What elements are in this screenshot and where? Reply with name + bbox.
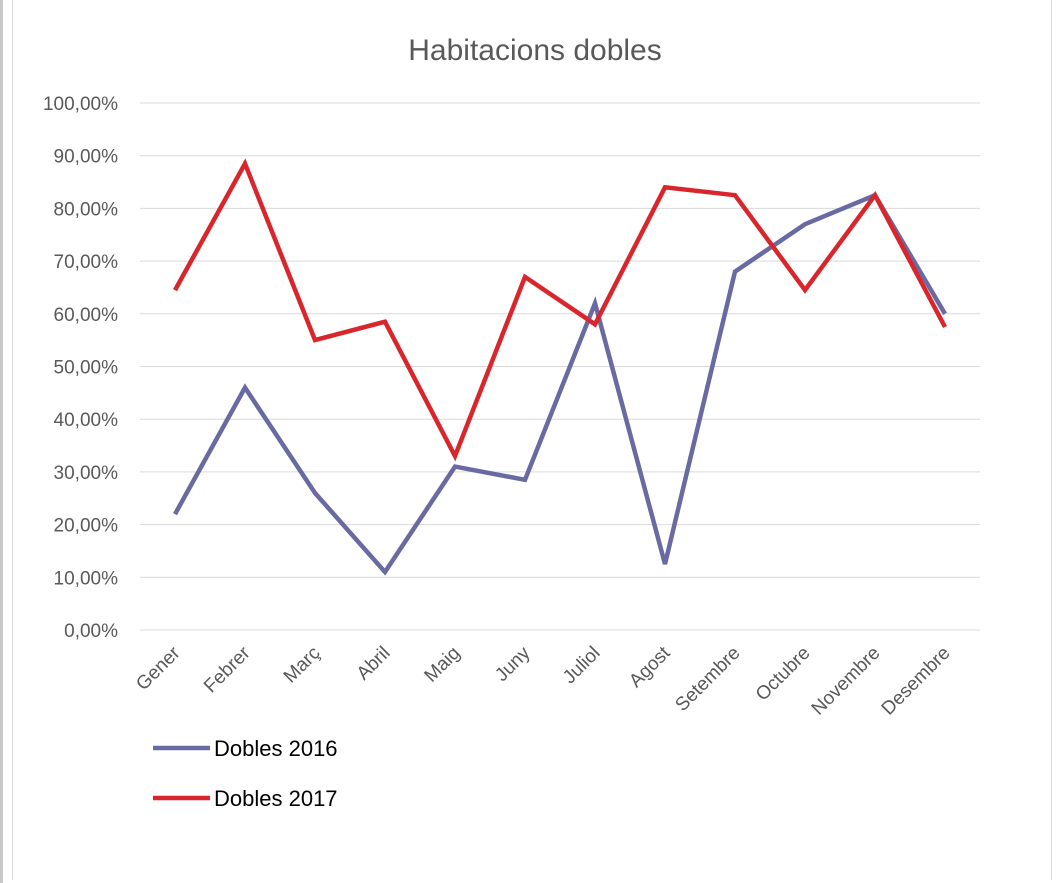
y-tick-label: 60,00% xyxy=(54,305,119,326)
series-lines xyxy=(173,158,947,576)
x-tick-label: Setembre xyxy=(671,643,744,716)
y-tick-label: 80,00% xyxy=(54,199,119,220)
chart-title: Habitacions dobles xyxy=(408,34,662,67)
gridlines xyxy=(140,102,980,631)
y-tick-label: 0,00% xyxy=(64,621,118,642)
legend-label-2: Dobles 2017 xyxy=(214,786,338,811)
y-tick-label: 30,00% xyxy=(54,463,119,484)
x-tick-label: Maig xyxy=(421,643,465,687)
y-tick-label: 100,00% xyxy=(43,94,118,115)
y-tick-label: 10,00% xyxy=(54,568,119,589)
x-tick-label: Juliol xyxy=(559,643,604,688)
y-tick-label: 40,00% xyxy=(54,410,119,431)
x-axis: Gener Febrer Març Abril Maig Juny Juliol AgostS… xyxy=(132,642,954,719)
legend-label-1: Dobles 2016 xyxy=(214,736,338,761)
x-tick-label: Febrer xyxy=(200,642,255,697)
x-tick-label: Octubre xyxy=(752,643,815,706)
x-tick-label: Gener xyxy=(132,642,185,695)
series-line-2 xyxy=(173,158,947,462)
x-tick-label: Novembre xyxy=(808,643,885,720)
y-tick-label: 50,00% xyxy=(54,358,119,379)
x-tick-label: Abril xyxy=(353,643,395,685)
chart-frame xyxy=(12,0,1052,880)
y-tick-label: 90,00% xyxy=(54,147,119,168)
x-tick-label: Desembre xyxy=(878,643,955,720)
y-tick-label: 20,00% xyxy=(54,516,119,537)
series-line-1 xyxy=(173,192,947,576)
y-tick-label: 70,00% xyxy=(54,252,119,273)
y-axis: 0,00% 10,00% 20,00% 30,00% 40,00% 50,00% 60,00… xyxy=(43,94,118,642)
x-tick-label: Març xyxy=(280,643,325,688)
window-edge xyxy=(0,0,3,883)
x-tick-label: Juny xyxy=(491,642,535,686)
x-tick-label: Agost xyxy=(625,642,675,692)
legend: Dobles 2016 Dobles 2017 xyxy=(153,736,338,811)
